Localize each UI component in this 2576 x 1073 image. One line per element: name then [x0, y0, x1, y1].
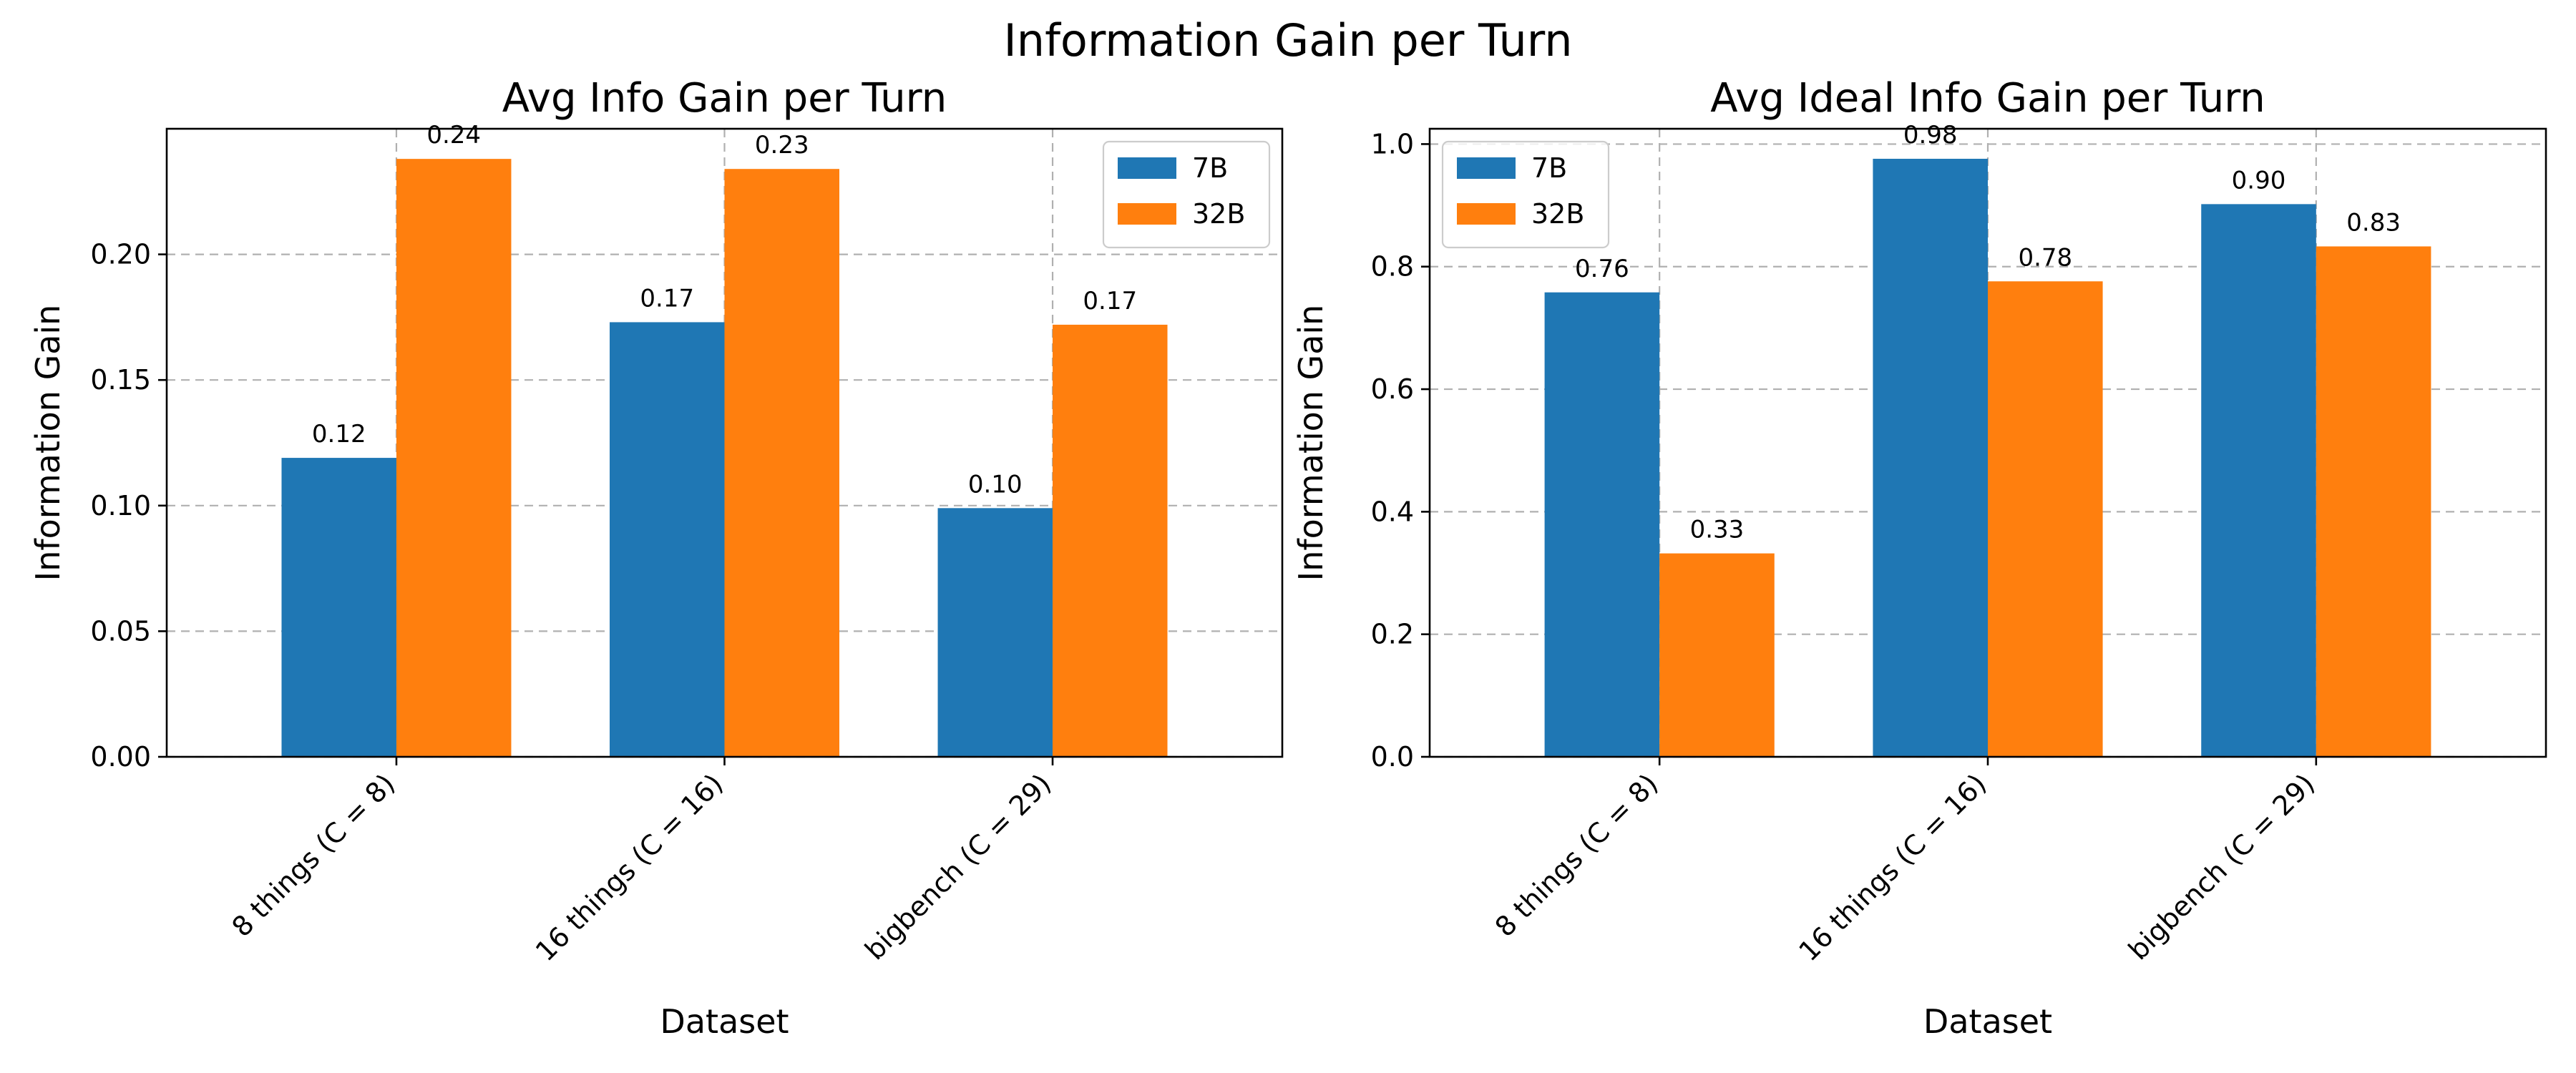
bar-32b-0 [1659, 553, 1775, 757]
y-tick-label: 0.2 [1371, 619, 1414, 650]
y-axis-label: Information Gain [1292, 305, 1330, 582]
bar-value-label: 0.76 [1575, 255, 1629, 283]
bar-7b-2 [2201, 204, 2316, 757]
y-axis-label: Information Gain [29, 305, 67, 582]
chart-panel-left: 0.12 0.17 0.10 0.24 0.23 0.17 0.00 0.05 0.10 0.15… [29, 75, 1284, 1041]
y-tick-label: 0.05 [90, 615, 151, 647]
legend-swatch-32b [1457, 203, 1516, 225]
bar-value-label: 0.24 [426, 121, 481, 150]
bar-32b-1 [724, 169, 839, 757]
y-tick-label: 0.20 [90, 239, 151, 270]
bar-32b-1 [1988, 281, 2103, 757]
y-tick-label: 1.0 [1371, 128, 1414, 160]
figure-suptitle: Information Gain per Turn [1003, 14, 1572, 67]
bar-7b-0 [281, 458, 396, 757]
bar-value-label: 0.12 [312, 420, 366, 449]
bar-32b-0 [396, 159, 512, 758]
legend-swatch-7b [1118, 157, 1176, 179]
legend-label-7b: 7B [1192, 152, 1228, 184]
bar-value-label: 0.10 [968, 470, 1023, 499]
legend-swatch-32b [1118, 203, 1176, 225]
y-tick-label: 0.10 [90, 490, 151, 521]
legend-label-32b: 32B [1192, 198, 1245, 230]
y-tick-label: 0.00 [90, 741, 151, 773]
panel-title: Avg Info Gain per Turn [502, 75, 947, 122]
y-tick-label: 0.6 [1371, 373, 1414, 405]
panel-title: Avg Ideal Info Gain per Turn [1710, 75, 2265, 122]
y-tick-label: 0.0 [1371, 741, 1414, 773]
bar-7b-1 [610, 322, 725, 757]
bar-32b-2 [1053, 324, 1168, 757]
bar-7b-1 [1873, 158, 1988, 758]
bar-value-label: 0.33 [1690, 516, 1745, 544]
legend-swatch-7b [1457, 157, 1516, 179]
bar-value-label: 0.98 [1903, 121, 1958, 150]
bar-value-label: 0.90 [2232, 166, 2286, 195]
x-axis-label: Dataset [1923, 1002, 2052, 1041]
bar-value-label: 0.17 [1083, 287, 1137, 315]
y-tick-label: 0.15 [90, 364, 151, 396]
bar-7b-2 [937, 508, 1053, 757]
y-tick-label: 0.4 [1371, 496, 1414, 527]
bar-32b-2 [2316, 246, 2431, 758]
bar-value-label: 0.23 [755, 131, 809, 160]
bar-value-label: 0.78 [2018, 243, 2072, 272]
y-tick-label: 0.8 [1371, 251, 1414, 283]
legend-label-32b: 32B [1531, 198, 1584, 230]
bar-7b-0 [1544, 292, 1660, 758]
bar-value-label: 0.17 [640, 284, 694, 313]
bar-value-label: 0.83 [2346, 209, 2401, 237]
legend-label-7b: 7B [1531, 152, 1567, 184]
x-axis-label: Dataset [660, 1002, 789, 1041]
